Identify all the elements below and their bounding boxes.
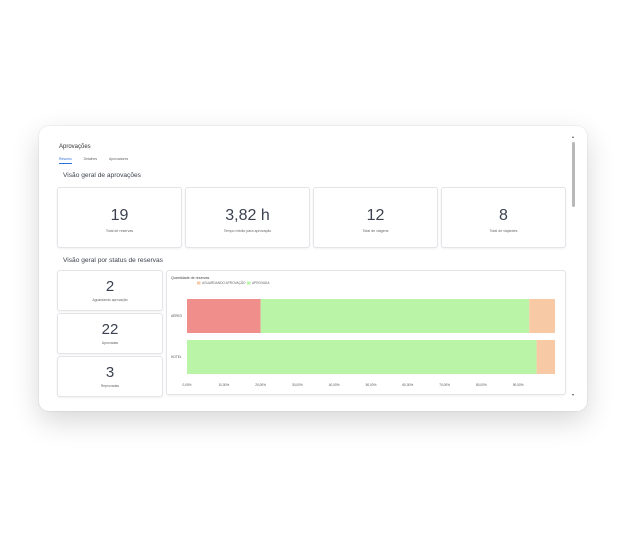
status-cards: 2 Aguardando aprovação 22 Aprovadas 3 Re… bbox=[57, 270, 163, 397]
x-tick-label: 20,00% bbox=[255, 383, 266, 387]
tab-detalhes[interactable]: Detalhes bbox=[83, 157, 98, 161]
legend-label-1: APROVADA bbox=[252, 281, 270, 285]
stat-card-total-viagens: 12 Total de viagens bbox=[313, 187, 438, 248]
scroll-down-arrow-icon[interactable] bbox=[572, 394, 574, 396]
tab-aprovadores[interactable]: Aprovadores bbox=[109, 157, 129, 161]
legend-swatch-0 bbox=[197, 281, 201, 285]
y-tick-label: HOTEL bbox=[171, 355, 182, 359]
status-value: 22 bbox=[101, 321, 119, 338]
x-tick-label: 90,00% bbox=[513, 383, 524, 387]
bar-hotel-aprovada[interactable] bbox=[187, 340, 537, 374]
stat-value: 12 bbox=[366, 207, 385, 224]
stat-value: 19 bbox=[110, 207, 129, 224]
x-tick-label: 10,00% bbox=[218, 383, 229, 387]
x-tick-label: 60,00% bbox=[402, 383, 413, 387]
stat-card-total-viajantes: 8 Total de viajantes bbox=[441, 187, 566, 248]
stat-card-total-reservas: 19 Total de reservas bbox=[57, 187, 182, 248]
overview-section-title: Visão geral de aprovações bbox=[63, 172, 141, 179]
y-tick-label: AÉREO bbox=[171, 313, 183, 318]
x-tick-label: 70,00% bbox=[439, 383, 450, 387]
stat-label: Total de viagens bbox=[362, 229, 389, 233]
chart-y-labels: AÉREO HOTEL bbox=[171, 313, 183, 359]
legend-label-0: AGUARDANDO APROVAÇÃO bbox=[202, 280, 246, 285]
status-label: Reprovadas bbox=[100, 384, 120, 388]
bar-aéreo-aguardando-aprovação[interactable] bbox=[529, 299, 555, 333]
x-tick-label: 30,00% bbox=[292, 383, 303, 387]
x-tick-label: 80,00% bbox=[476, 383, 487, 387]
chart-bars bbox=[187, 299, 555, 374]
status-section-title: Visão geral por status de reservas bbox=[63, 257, 163, 264]
scroll-thumb[interactable] bbox=[572, 142, 575, 207]
stat-label: Tempo médio para aprovação bbox=[223, 229, 272, 233]
stat-label: Total de viajantes bbox=[489, 229, 518, 233]
stat-value: 8 bbox=[499, 207, 508, 224]
x-tick-label: 0,00% bbox=[182, 383, 191, 387]
x-tick-label: 50,00% bbox=[366, 383, 377, 387]
chart-legend: AGUARDANDO APROVAÇÃO APROVADA bbox=[197, 280, 270, 285]
status-card-reprovadas: 3 Reprovadas bbox=[57, 356, 163, 397]
stat-value: 3,82 h bbox=[225, 207, 270, 224]
vertical-scrollbar[interactable] bbox=[572, 136, 575, 396]
status-label: Aprovadas bbox=[101, 341, 119, 345]
page-title: Aprovações bbox=[59, 144, 91, 150]
status-card-aprovadas: 22 Aprovadas bbox=[57, 313, 163, 354]
status-card-aguardando: 2 Aguardando aprovação bbox=[57, 270, 163, 311]
tab-bar: Resumo Detalhes Aprovadores bbox=[59, 157, 128, 164]
stacked-bar-chart: Quantidade de reservas AGUARDANDO APROVA… bbox=[171, 276, 555, 387]
legend-swatch-1 bbox=[247, 281, 251, 285]
chart-title: Quantidade de reservas bbox=[171, 276, 210, 280]
tab-resumo[interactable]: Resumo bbox=[59, 157, 72, 164]
stat-label: Total de reservas bbox=[105, 229, 134, 233]
reservations-chart-card: Quantidade de reservas AGUARDANDO APROVA… bbox=[166, 270, 566, 395]
scroll-up-arrow-icon[interactable] bbox=[572, 136, 574, 138]
chart-x-ticks: 0,00% 10,00% 20,00% 30,00% 40,00% 50,00% 60,00… bbox=[182, 383, 523, 387]
status-value: 2 bbox=[105, 278, 115, 295]
stat-card-tempo-medio: 3,82 h Tempo médio para aprovação bbox=[185, 187, 310, 248]
status-label: Aguardando aprovação bbox=[92, 298, 128, 302]
bar-aéreo-aprovada[interactable] bbox=[260, 299, 530, 333]
overview-stats: 19 Total de reservas 3,82 h Tempo médio … bbox=[57, 187, 566, 248]
status-value: 3 bbox=[105, 364, 115, 381]
bar-hotel-aguardando-aprovação[interactable] bbox=[536, 340, 555, 374]
x-tick-label: 40,00% bbox=[329, 383, 340, 387]
bar-aéreo-reprovada[interactable] bbox=[187, 299, 261, 333]
approvals-window: Aprovações Resumo Detalhes Aprovadores V… bbox=[39, 126, 587, 411]
